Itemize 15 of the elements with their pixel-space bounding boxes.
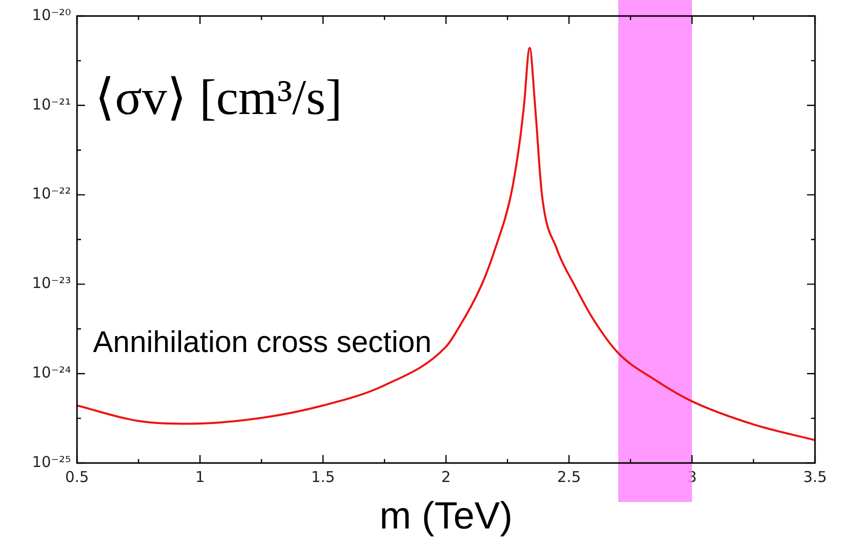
x-tick-label: 3 xyxy=(687,468,697,486)
annotation: Annihilation cross section xyxy=(93,326,432,359)
x-tick-label: 1 xyxy=(195,468,205,486)
x-tick-label: 1.5 xyxy=(311,468,335,486)
x-tick-label: 2.5 xyxy=(557,468,581,486)
y-tick-label: 10⁻²⁰ xyxy=(32,6,71,24)
y-tick-label: 10⁻²³ xyxy=(32,274,71,292)
y-tick-label: 10⁻²⁴ xyxy=(32,363,71,382)
x-tick-label: 2 xyxy=(441,468,451,486)
y-axis-title: ⟨σv⟩ [cm³/s] xyxy=(95,69,342,125)
x-axis-title: m (TeV) xyxy=(380,496,512,538)
y-tick-label: 10⁻²¹ xyxy=(32,95,71,114)
x-tick-label: 3.5 xyxy=(803,468,827,486)
y-tick-label: 10⁻²² xyxy=(32,184,71,203)
line-series xyxy=(77,46,815,442)
